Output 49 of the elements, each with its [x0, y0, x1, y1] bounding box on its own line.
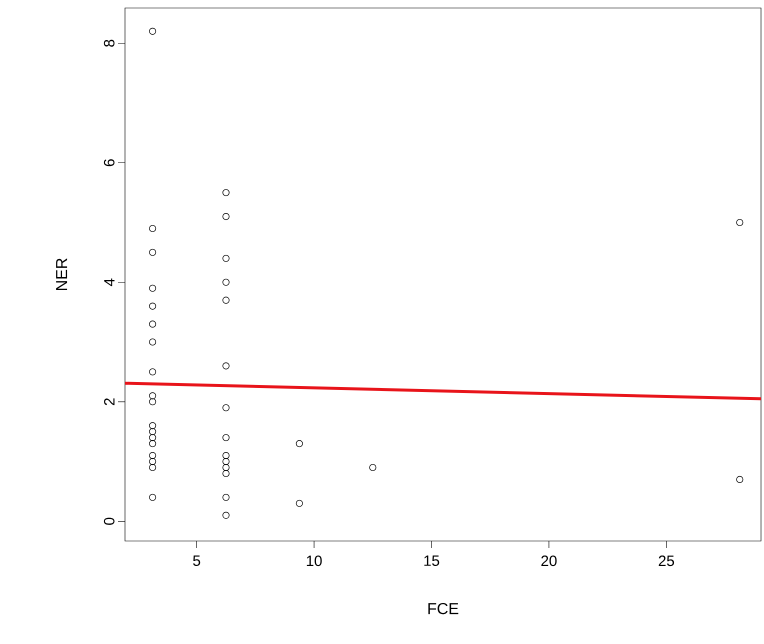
- point: [149, 494, 156, 501]
- point: [149, 434, 156, 442]
- point: [222, 212, 230, 220]
- point: [222, 278, 230, 286]
- point: [149, 28, 156, 35]
- y-tick-label: 6: [104, 159, 114, 166]
- point: [736, 218, 744, 226]
- point: [149, 392, 156, 400]
- point: [149, 302, 156, 310]
- x-axis-title: FCE: [428, 602, 458, 614]
- point: [222, 494, 230, 501]
- point: [222, 296, 230, 304]
- point: [222, 452, 230, 460]
- point: [369, 464, 376, 472]
- x-tick-label: 20: [541, 556, 557, 566]
- y-tick-label: 0: [104, 518, 114, 525]
- y-tick-label: 2: [104, 398, 114, 406]
- x-tick-label: 5: [193, 556, 200, 566]
- point: [149, 428, 156, 436]
- point: [149, 464, 156, 472]
- y-tick-label: 8: [104, 40, 114, 47]
- point: [149, 458, 156, 466]
- y-axis-title: NER: [56, 258, 68, 290]
- point: [149, 284, 156, 292]
- point: [149, 338, 156, 346]
- point: [149, 320, 156, 328]
- point: [222, 458, 230, 466]
- x-tick-label: 25: [658, 556, 674, 566]
- point: [222, 404, 230, 412]
- point: [222, 512, 230, 519]
- y-tick-label: 4: [104, 278, 114, 286]
- x-tick-label: 10: [306, 556, 322, 566]
- point: [149, 248, 156, 256]
- point: [222, 362, 230, 370]
- point: [149, 452, 156, 460]
- point: [149, 422, 156, 430]
- point: [149, 398, 156, 406]
- point: [296, 440, 303, 448]
- point: [149, 368, 156, 376]
- point: [149, 440, 156, 448]
- x-tick-label: 15: [424, 556, 440, 566]
- point: [222, 254, 230, 262]
- point: [736, 476, 744, 483]
- point: [296, 500, 303, 507]
- point: [222, 189, 230, 196]
- point: [222, 464, 230, 472]
- point: [222, 470, 230, 478]
- point: [222, 434, 230, 442]
- point: [149, 224, 156, 232]
